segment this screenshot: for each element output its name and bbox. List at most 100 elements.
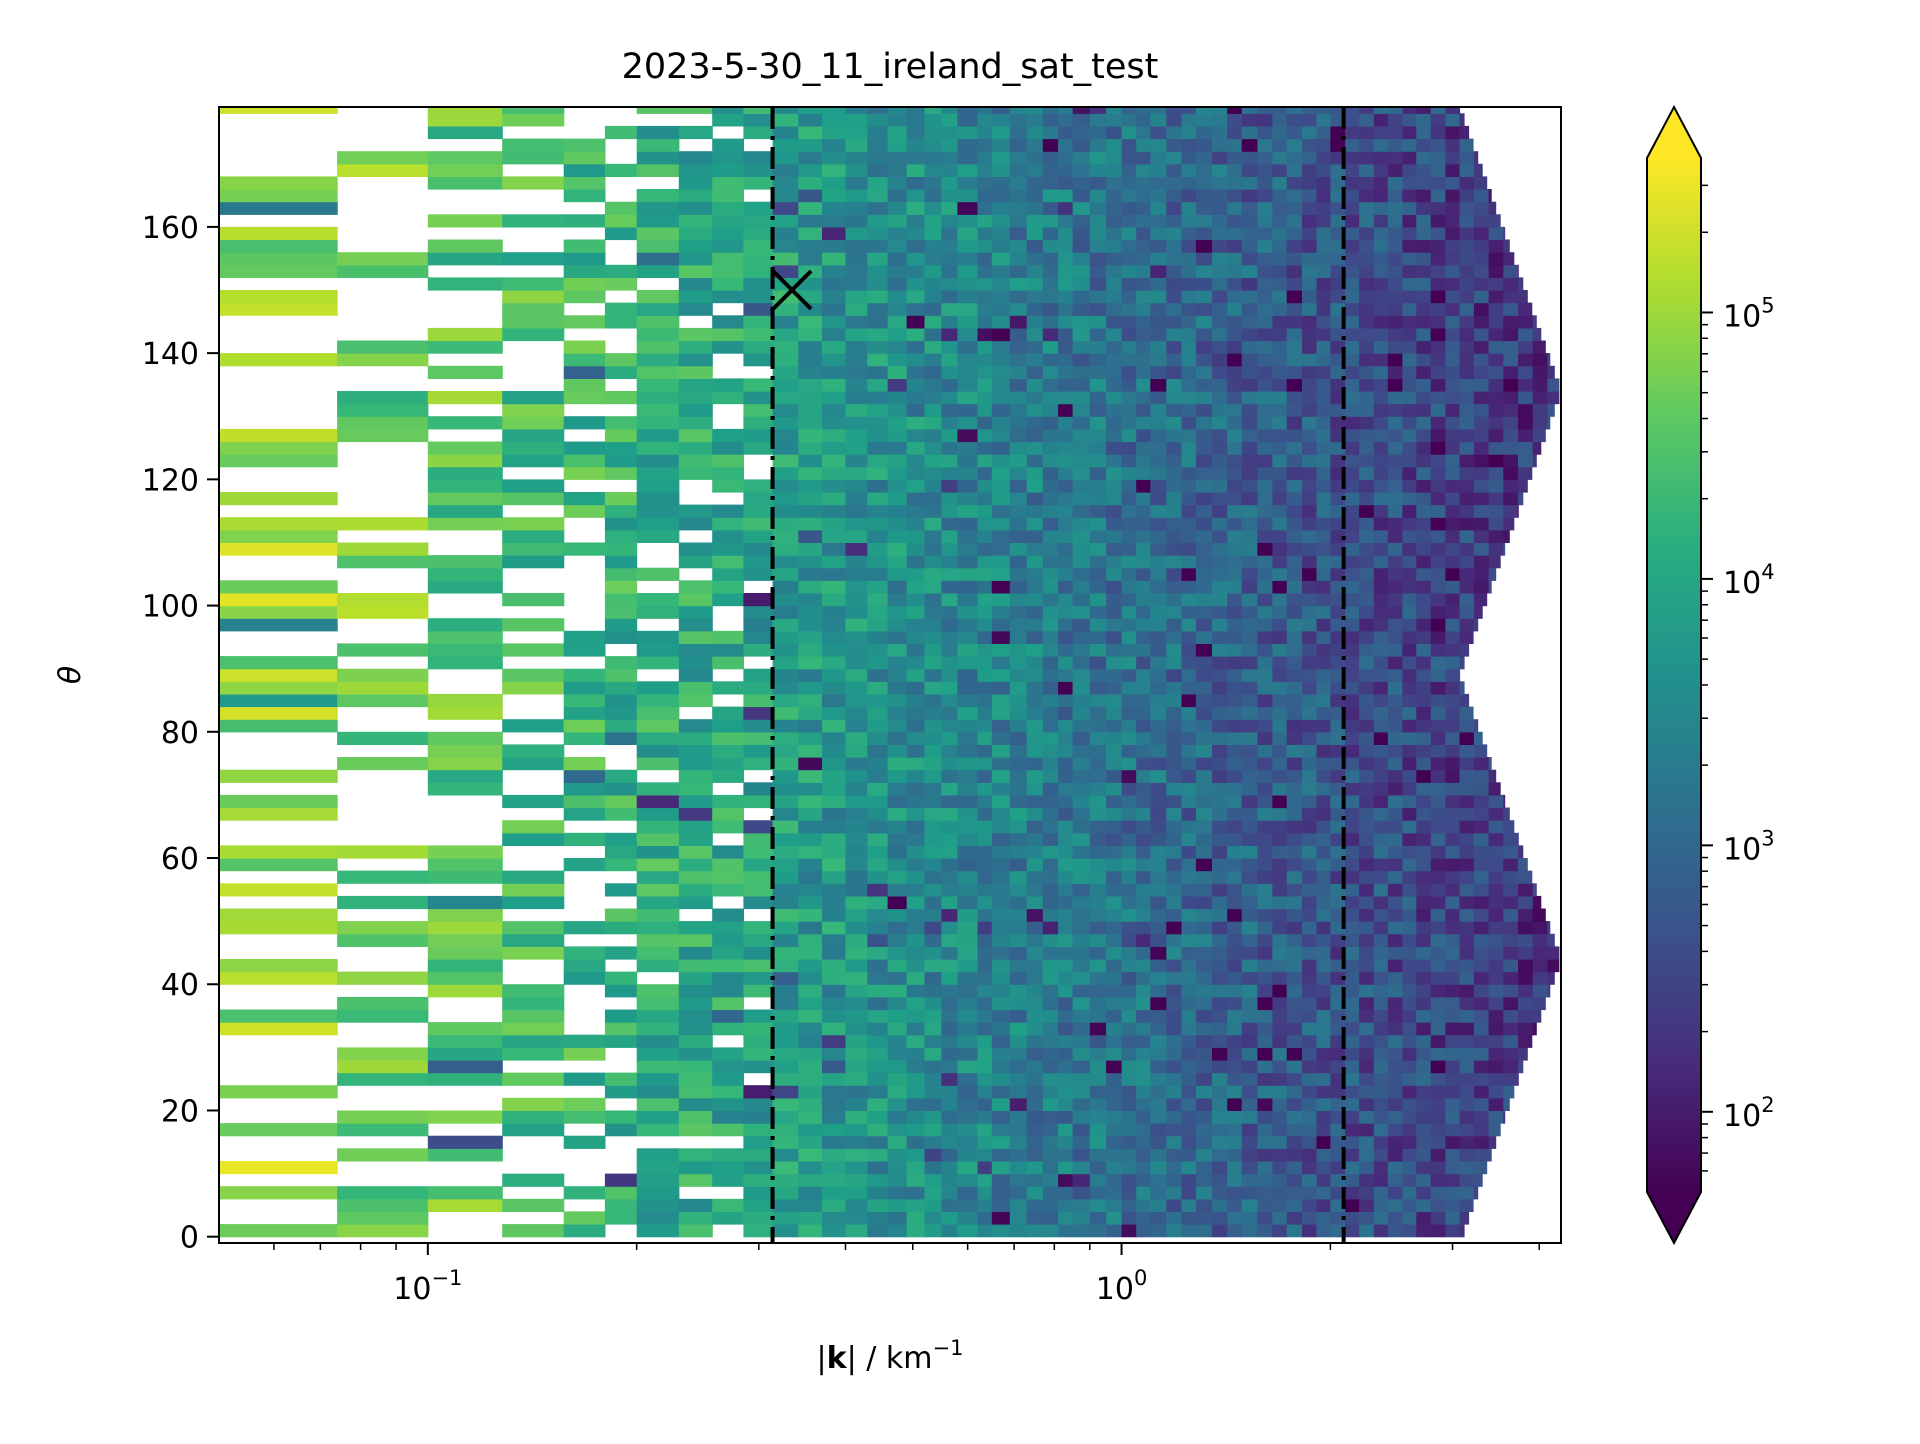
heatmap-cell — [887, 340, 908, 354]
heatmap-cell — [1166, 757, 1183, 771]
heatmap-cell — [1106, 1224, 1123, 1238]
heatmap-cell — [941, 845, 958, 859]
heatmap-cell — [1402, 529, 1417, 543]
heatmap-cell — [1459, 1110, 1475, 1124]
heatmap-cell — [1459, 782, 1475, 796]
heatmap-cell — [772, 567, 799, 581]
heatmap-cell — [1373, 643, 1389, 657]
heatmap-cell — [1459, 1123, 1475, 1137]
heatmap-cell — [712, 466, 744, 480]
heatmap-cell — [887, 845, 908, 859]
heatmap-cell — [337, 870, 429, 884]
heatmap-cell — [1402, 757, 1417, 771]
heatmap-cell — [1241, 441, 1259, 455]
heatmap-cell — [1359, 959, 1375, 973]
heatmap-cell — [1042, 643, 1059, 657]
heatmap-cell — [563, 731, 606, 745]
heatmap-cell — [772, 252, 799, 266]
heatmap-cell — [1042, 327, 1059, 342]
heatmap-cell — [845, 933, 868, 947]
heatmap-cell — [822, 782, 847, 796]
heatmap-cell — [1430, 820, 1447, 834]
heatmap-cell — [337, 643, 429, 657]
heatmap-cell — [1257, 416, 1273, 430]
heatmap-cell — [502, 719, 565, 733]
heatmap-cell — [845, 643, 868, 657]
heatmap-cell — [1121, 353, 1137, 367]
heatmap-cell — [743, 492, 774, 506]
heatmap-cell — [1241, 668, 1259, 682]
heatmap-cell — [1121, 1047, 1137, 1061]
heatmap-cell — [1430, 706, 1447, 720]
heatmap-cell — [1503, 302, 1519, 316]
heatmap-cell — [991, 681, 1011, 695]
heatmap-cell — [1286, 681, 1303, 695]
heatmap-cell — [1286, 163, 1303, 177]
heatmap-cell — [1503, 277, 1519, 291]
heatmap-cell — [1058, 996, 1074, 1011]
heatmap-cell — [1042, 1173, 1059, 1187]
heatmap-cell — [678, 365, 713, 379]
heatmap-cell — [1166, 239, 1183, 253]
heatmap-cell — [1359, 1148, 1375, 1162]
heatmap-cell — [1286, 744, 1303, 758]
heatmap-cell — [1272, 870, 1288, 884]
heatmap-cell — [1241, 618, 1259, 632]
heatmap-cell — [1503, 908, 1519, 922]
heatmap-cell — [887, 1135, 908, 1149]
heatmap-cell — [1089, 1009, 1107, 1023]
heatmap-cell — [1316, 353, 1331, 367]
heatmap-cell — [991, 125, 1011, 140]
heatmap-cell — [1402, 946, 1417, 960]
heatmap-cell — [1212, 630, 1228, 644]
heatmap-cell — [1227, 1097, 1243, 1111]
heatmap-cell — [1402, 858, 1417, 872]
heatmap-cell — [924, 1148, 942, 1162]
heatmap-cell — [1136, 391, 1151, 405]
heatmap-cell — [1058, 769, 1074, 783]
heatmap-cell — [1445, 555, 1461, 569]
heatmap-cell — [1387, 290, 1403, 304]
heatmap-cell — [887, 820, 908, 834]
heatmap-cell — [743, 327, 774, 342]
heatmap-cell — [1430, 744, 1447, 758]
heatmap-cell — [772, 189, 799, 203]
heatmap-cell — [867, 883, 889, 897]
heatmap-cell — [1387, 353, 1403, 367]
heatmap-cell — [1345, 744, 1360, 758]
heatmap-cell — [1345, 807, 1360, 821]
heatmap-cell — [1166, 189, 1183, 203]
heatmap-cell — [1445, 757, 1461, 771]
heatmap-cell — [1195, 681, 1213, 695]
heatmap-cell — [941, 996, 958, 1011]
heatmap-cell — [1402, 428, 1417, 443]
heatmap-cell — [1058, 176, 1074, 190]
heatmap-cell — [1359, 984, 1375, 998]
heatmap-cell — [906, 529, 926, 543]
heatmap-cell — [887, 996, 908, 1011]
heatmap-cell — [1518, 290, 1528, 304]
heatmap-cell — [1227, 239, 1243, 253]
heatmap-cell — [1402, 807, 1417, 821]
heatmap-cell — [1136, 946, 1151, 960]
heatmap-cell — [867, 681, 889, 695]
heatmap-cell — [636, 1085, 680, 1099]
heatmap-cell — [1459, 1161, 1475, 1175]
heatmap-cell — [1257, 1224, 1273, 1238]
heatmap-cell — [1212, 1110, 1228, 1124]
heatmap-cell — [678, 618, 713, 632]
heatmap-cell — [1373, 782, 1389, 796]
heatmap-cell — [678, 883, 713, 897]
heatmap-cell — [1181, 782, 1197, 796]
heatmap-cell — [1316, 214, 1331, 228]
heatmap-cell — [1257, 391, 1273, 405]
heatmap-cell — [924, 883, 942, 897]
heatmap-cell — [1227, 529, 1243, 543]
heatmap-cell — [337, 933, 429, 947]
heatmap-cell — [1212, 782, 1228, 796]
heatmap-cell — [1473, 201, 1490, 215]
heatmap-cell — [1195, 769, 1213, 783]
heatmap-cell — [427, 1186, 503, 1200]
heatmap-cell — [1121, 504, 1137, 518]
heatmap-cell — [1042, 555, 1059, 569]
